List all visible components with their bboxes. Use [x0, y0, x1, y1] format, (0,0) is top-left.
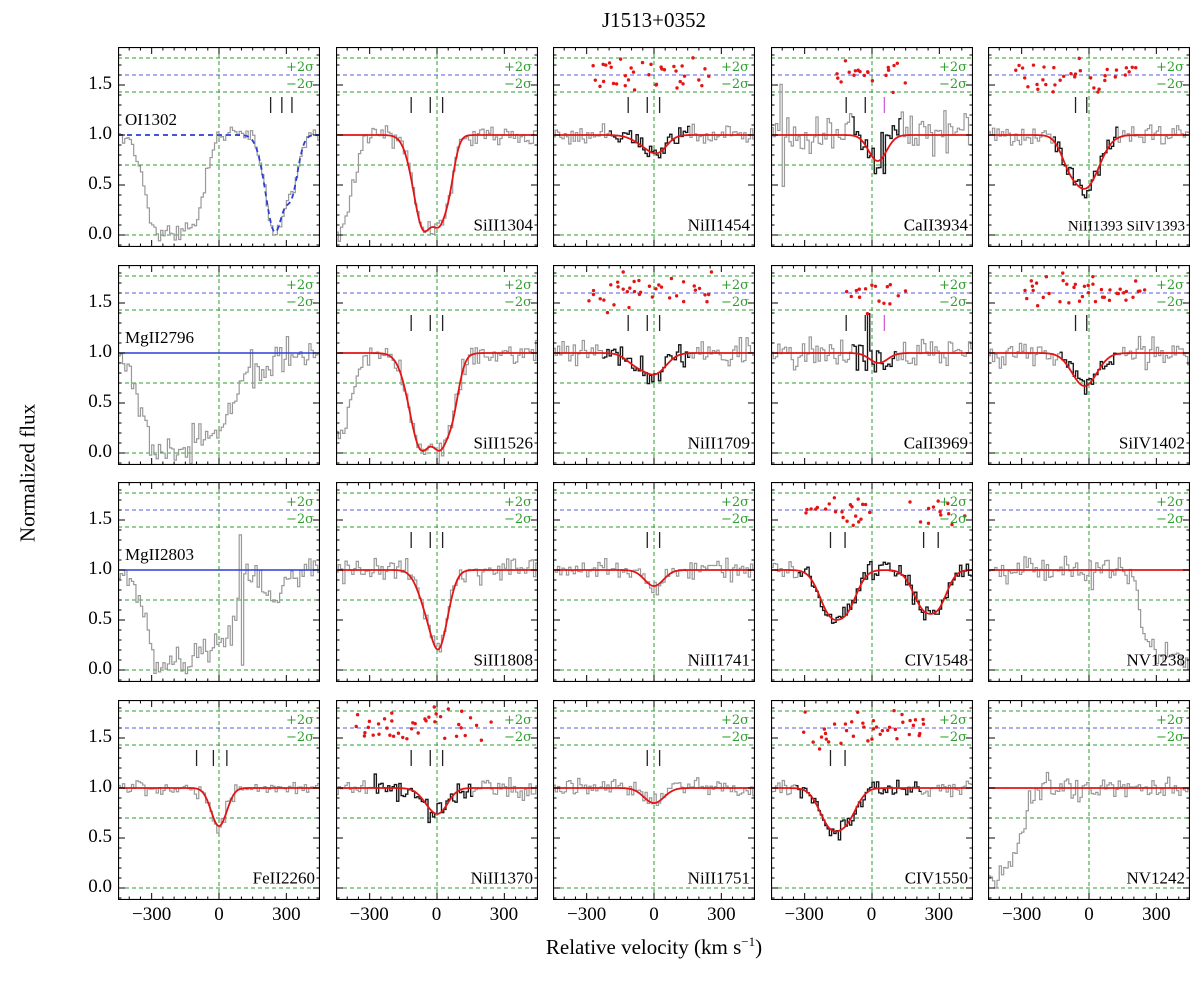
panel-siii1526 — [335, 264, 538, 465]
x-tick-label: 300 — [707, 903, 736, 925]
x-tick-label: 0 — [214, 903, 224, 925]
y-tick-label: 0.5 — [88, 608, 112, 629]
panel-caii3934 — [770, 47, 973, 247]
panel-canvas-siiv1402 — [988, 264, 1190, 465]
y-tick-label: 0.0 — [88, 440, 112, 462]
panel-siii1808 — [335, 482, 538, 682]
panel-canvas-niii1741 — [553, 482, 755, 682]
panel-canvas-siii1808 — [335, 482, 538, 682]
y-tick-label: 1.0 — [88, 558, 112, 579]
panel-nv1242 — [988, 699, 1190, 900]
panel-canvas-niii1709 — [553, 264, 755, 465]
x-tick-label: 0 — [1084, 903, 1094, 925]
panel-oi1302 — [118, 47, 320, 247]
panel-mgii2796 — [118, 264, 320, 465]
panel-niii1741 — [553, 482, 755, 682]
panel-siii1304 — [335, 47, 538, 247]
y-tick-label: 1.5 — [88, 73, 112, 94]
x-tick-label: 300 — [924, 903, 954, 925]
y-tick-label: 0.0 — [88, 875, 112, 897]
panel-niii1370 — [335, 699, 538, 900]
panel-canvas-nv1242 — [988, 699, 1190, 900]
y-tick-label: 0.5 — [88, 825, 112, 847]
x-tick-label: −300 — [349, 903, 389, 925]
figure-title: J1513+0352 — [601, 8, 706, 32]
panel-nv1238 — [988, 482, 1190, 682]
y-tick-label: 1.0 — [88, 123, 112, 144]
y-tick-label: 1.5 — [88, 508, 112, 529]
x-tick-label: −300 — [784, 903, 824, 925]
x-tick-label: 0 — [866, 903, 877, 925]
panel-canvas-niii1393-siiv1393 — [988, 47, 1190, 247]
x-tick-label: 300 — [272, 903, 301, 925]
panel-niii1751 — [553, 699, 755, 900]
y-tick-label: 1.0 — [88, 340, 112, 362]
panel-canvas-civ1550 — [770, 699, 973, 900]
x-tick-label: 300 — [489, 903, 519, 925]
y-tick-label: 1.0 — [88, 775, 112, 797]
x-axis-label-close: ) — [755, 935, 763, 959]
panel-canvas-niii1454 — [553, 47, 755, 247]
panel-canvas-feii2260 — [118, 699, 320, 900]
panel-niii1709 — [553, 264, 755, 465]
y-axis-label: Normalized flux — [15, 403, 40, 543]
x-axis-label-text: Relative velocity (km s — [545, 935, 742, 959]
panel-civ1550 — [770, 699, 973, 900]
x-tick-label: −300 — [567, 903, 607, 925]
y-tick-label: 1.5 — [88, 290, 112, 312]
panel-canvas-mgii2796 — [118, 264, 320, 465]
y-tick-label: 0.0 — [88, 658, 112, 679]
panel-niii1393-siiv1393 — [988, 47, 1190, 247]
x-axis-label-superscript: −1 — [741, 934, 756, 949]
panel-canvas-civ1548 — [770, 482, 973, 682]
x-tick-label: 300 — [1142, 903, 1171, 925]
y-tick-label: 0.0 — [88, 223, 112, 244]
x-tick-label: 0 — [431, 903, 442, 925]
panel-mgii2803 — [118, 482, 320, 682]
panel-canvas-nv1238 — [988, 482, 1190, 682]
panel-caii3969 — [770, 264, 973, 465]
panel-canvas-niii1370 — [335, 699, 538, 900]
panel-niii1454 — [553, 47, 755, 247]
panel-canvas-mgii2803 — [118, 482, 320, 682]
panel-canvas-niii1751 — [553, 699, 755, 900]
y-tick-label: 0.5 — [88, 390, 112, 412]
x-axis-label: Relative velocity (km s−1) — [118, 934, 1190, 960]
x-tick-label: −300 — [132, 903, 172, 925]
panel-canvas-siii1304 — [335, 47, 538, 247]
panel-feii2260 — [118, 699, 320, 900]
y-tick-label: 1.5 — [88, 725, 112, 747]
panel-canvas-caii3934 — [770, 47, 973, 247]
x-tick-label: −300 — [1002, 903, 1042, 925]
x-tick-label: 0 — [649, 903, 659, 925]
panel-canvas-oi1302 — [118, 47, 320, 247]
panel-canvas-siii1526 — [335, 264, 538, 465]
panel-siiv1402 — [988, 264, 1190, 465]
panel-canvas-caii3969 — [770, 264, 973, 465]
panel-civ1548 — [770, 482, 973, 682]
y-tick-label: 0.5 — [88, 173, 112, 194]
